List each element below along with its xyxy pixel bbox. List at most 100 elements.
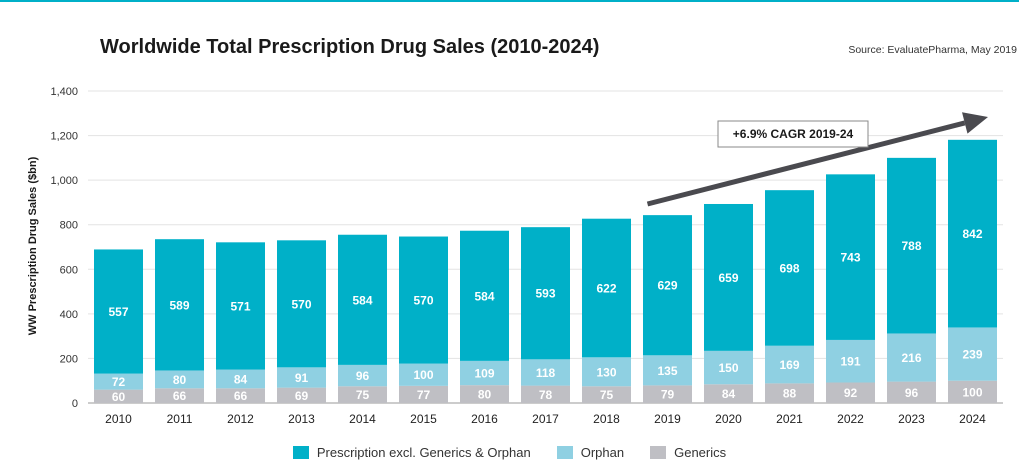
cagr-arrow-shaft — [646, 120, 966, 207]
bar-segment-generics — [948, 380, 997, 403]
y-tick-label: 800 — [60, 220, 78, 232]
data-label-generics: 80 — [478, 388, 492, 402]
cagr-annotation-text: +6.9% CAGR 2019-24 — [733, 127, 854, 141]
bar-segment-generics — [338, 386, 387, 403]
x-tick-label: 2023 — [898, 412, 925, 426]
data-label-rx: 593 — [535, 287, 555, 301]
bar-segment-orphan — [948, 327, 997, 381]
bar-segment-orphan — [338, 364, 387, 387]
x-tick-label: 2020 — [715, 412, 742, 426]
data-label-generics: 66 — [173, 389, 187, 403]
data-label-generics: 84 — [722, 387, 736, 401]
bar-segment-rx — [277, 240, 326, 368]
bar-segment-generics — [277, 387, 326, 403]
data-label-generics: 75 — [356, 388, 370, 402]
legend-swatch-generics — [650, 446, 667, 459]
data-label-orphan: 109 — [474, 367, 494, 381]
source-note: Source: EvaluatePharma, May 2019 — [848, 44, 1017, 56]
bar-segment-orphan — [765, 345, 814, 384]
x-tick-label: 2015 — [410, 412, 437, 426]
data-label-orphan: 72 — [112, 375, 126, 389]
data-label-generics: 69 — [295, 389, 309, 403]
data-label-orphan: 118 — [536, 366, 556, 380]
bar-segment-rx — [216, 242, 265, 370]
x-tick-label: 2021 — [776, 412, 803, 426]
data-label-orphan: 169 — [779, 358, 799, 372]
legend-swatch-orphan — [556, 446, 573, 459]
data-label-orphan: 91 — [295, 371, 309, 385]
bar-segment-rx — [948, 139, 997, 328]
bar-segment-rx — [582, 218, 631, 358]
data-label-orphan: 80 — [173, 373, 187, 387]
data-label-rx: 570 — [413, 294, 433, 308]
bar-segment-generics — [399, 385, 448, 403]
legend-label-orphan: Orphan — [580, 445, 625, 460]
legend-label-rx: Prescription excl. Generics & Orphan — [316, 445, 531, 460]
x-tick-label: 2018 — [593, 412, 620, 426]
data-label-rx: 584 — [474, 289, 494, 303]
bar-segment-generics — [521, 385, 570, 403]
legend-swatch-rx — [292, 446, 309, 459]
legend-item-generics: Generics — [650, 445, 726, 460]
data-label-generics: 96 — [905, 386, 919, 400]
x-axis: 2010 2011 2012 2013 2014 2015 2016 2017 2018 2019… — [105, 412, 986, 426]
legend: Prescription excl. Generics & Orphan Orp… — [0, 445, 1019, 460]
bar-segment-rx — [765, 190, 814, 346]
bar-segment-rx — [826, 174, 875, 340]
bar-segment-rx — [460, 230, 509, 361]
data-label-rx: 589 — [169, 298, 189, 312]
x-tick-label: 2016 — [471, 412, 498, 426]
bar-segment-generics — [216, 388, 265, 403]
data-label-orphan: 216 — [901, 351, 921, 365]
data-label-rx: 842 — [962, 227, 982, 241]
x-tick-label: 2013 — [288, 412, 315, 426]
bar-segment-rx — [338, 234, 387, 365]
cagr-annotation-box — [717, 120, 869, 148]
y-axis-label: WW Prescription Drug Sales ($bn) — [27, 156, 39, 335]
y-tick-label: 400 — [60, 309, 78, 321]
bar-segment-orphan — [521, 359, 570, 386]
bar-segment-rx — [155, 239, 204, 371]
data-label-rx: 584 — [352, 293, 372, 307]
bar-segment-rx — [521, 227, 570, 360]
x-tick-label: 2022 — [837, 412, 864, 426]
bar-segment-orphan — [277, 367, 326, 388]
bar-segment-generics — [826, 382, 875, 403]
bar-segment-generics — [582, 386, 631, 403]
bar-segment-rx — [887, 157, 936, 334]
cagr-arrow-head — [962, 112, 988, 134]
bar-segment-orphan — [582, 357, 631, 387]
y-tick-label: 1,400 — [50, 86, 78, 98]
data-label-generics: 66 — [234, 389, 248, 403]
data-label-orphan: 239 — [962, 348, 982, 362]
data-label-rx: 743 — [840, 251, 860, 265]
data-label-generics: 78 — [539, 388, 553, 402]
legend-item-rx: Prescription excl. Generics & Orphan — [292, 445, 531, 460]
data-label-orphan: 96 — [356, 369, 370, 383]
legend-label-generics: Generics — [674, 445, 727, 460]
x-tick-label: 2017 — [532, 412, 559, 426]
data-label-orphan: 100 — [413, 368, 433, 382]
top-rule — [0, 0, 1019, 2]
data-label-orphan: 135 — [657, 364, 677, 378]
y-tick-label: 600 — [60, 264, 78, 276]
y-tick-label: 1,000 — [50, 175, 78, 187]
chart-canvas: 0 200 400 600 800 1,000 1,200 1,400 WW Prescrip… — [27, 86, 1003, 426]
data-label-rx: 788 — [901, 239, 921, 253]
data-label-generics: 79 — [661, 388, 675, 402]
data-label-rx: 698 — [779, 261, 799, 275]
data-label-generics: 100 — [962, 385, 982, 399]
bar-segment-generics — [155, 388, 204, 403]
x-tick-label: 2010 — [105, 412, 132, 426]
data-label-orphan: 150 — [718, 361, 738, 375]
bar-segment-generics — [765, 383, 814, 403]
bar-segment-orphan — [460, 360, 509, 386]
bar-segment-rx — [643, 215, 692, 356]
chart-title: Worldwide Total Prescription Drug Sales … — [100, 36, 600, 58]
cagr-arrow: +6.9% CAGR 2019-24 — [646, 112, 988, 207]
bar-segment-rx — [399, 236, 448, 364]
bar-segment-orphan — [399, 363, 448, 386]
data-label-orphan: 84 — [234, 372, 248, 386]
y-tick-label: 1,200 — [50, 131, 78, 143]
